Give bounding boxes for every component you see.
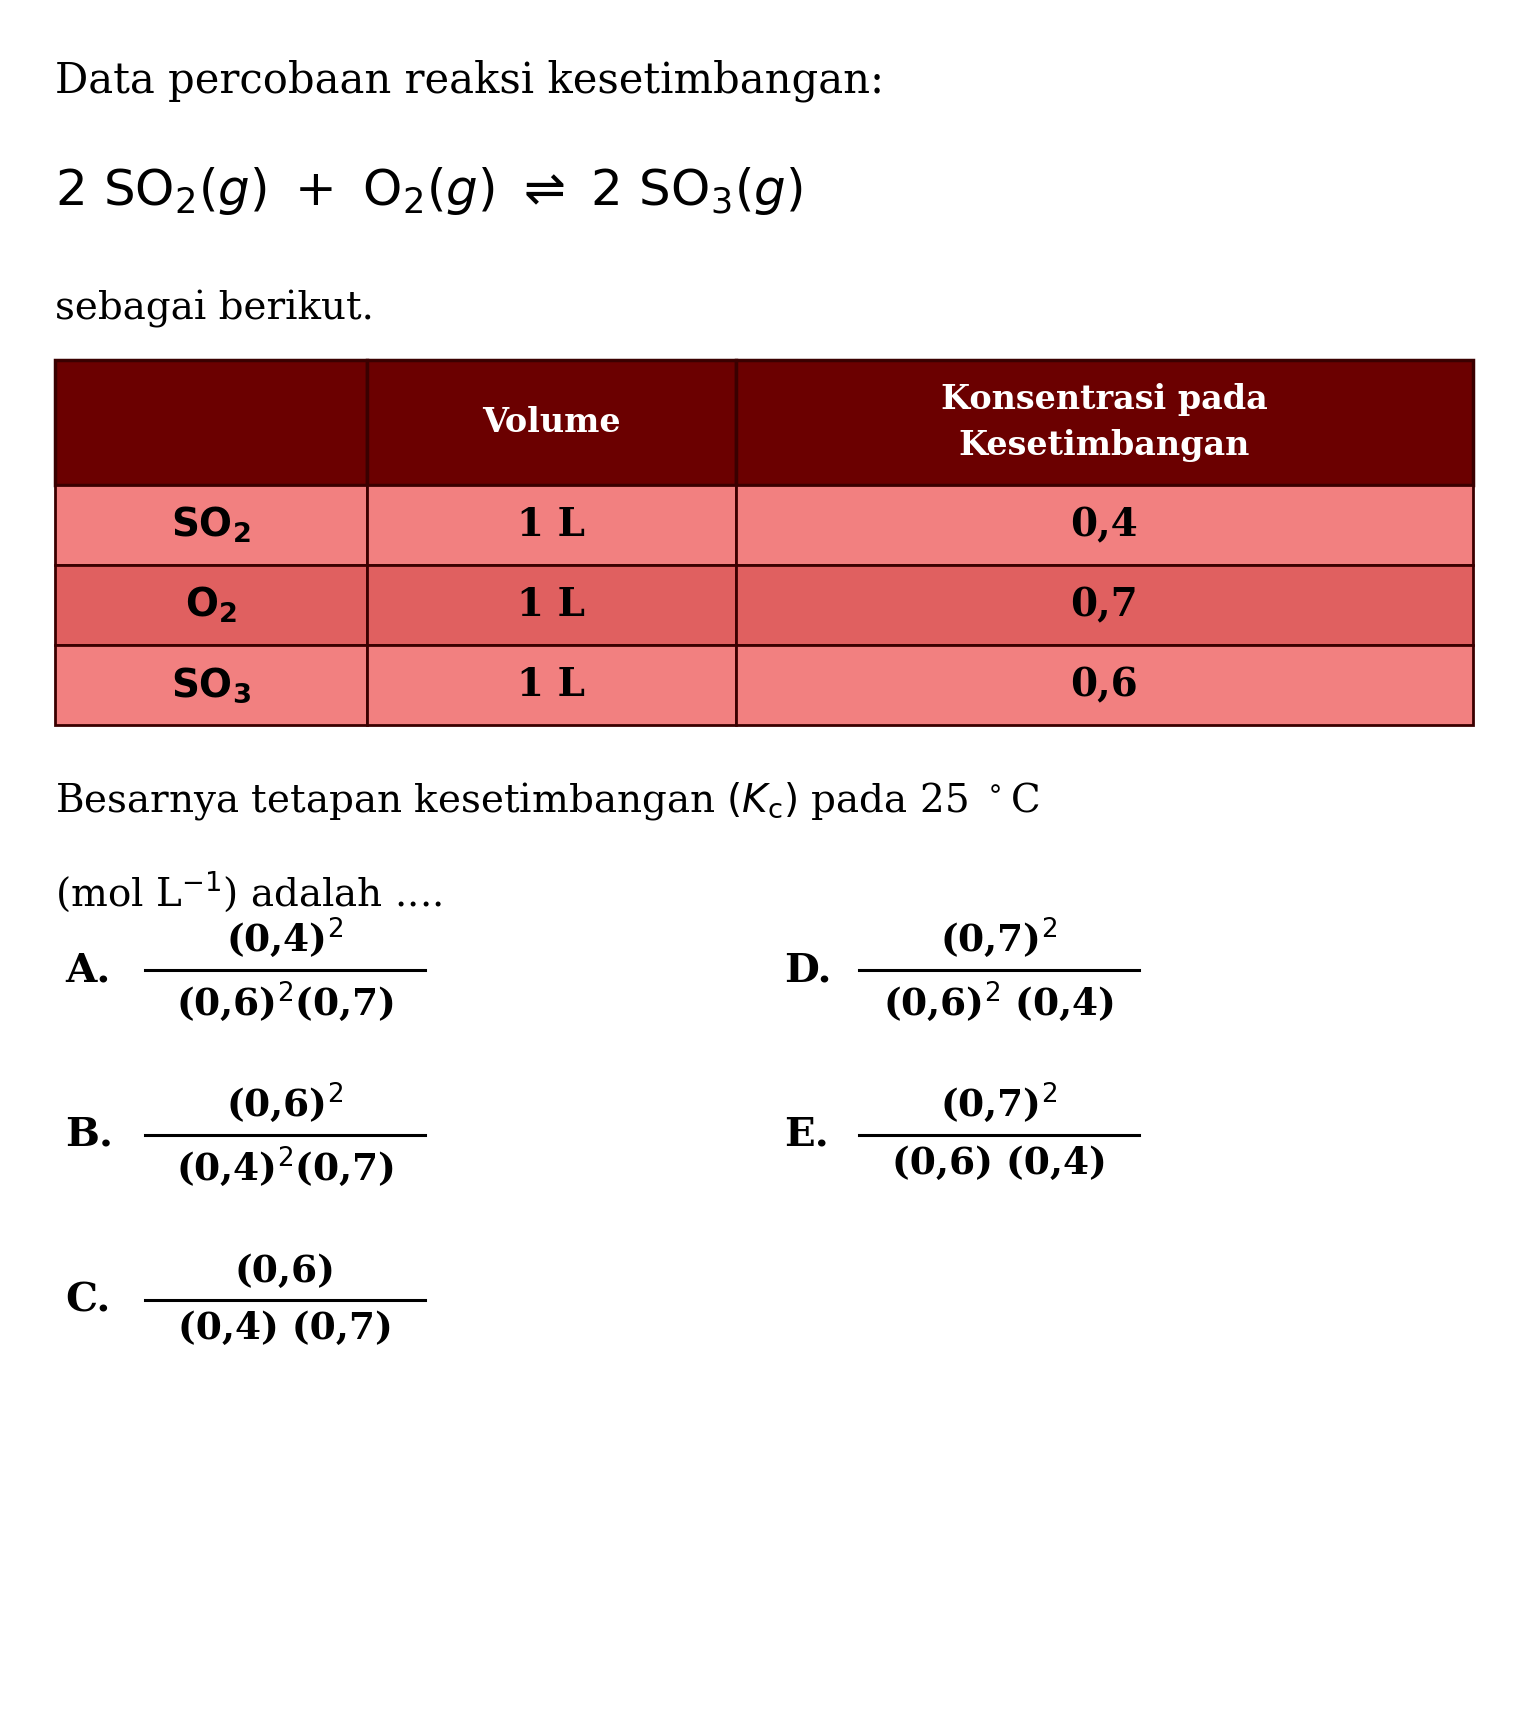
Text: (0,6)$^2$(0,7): (0,6)$^2$(0,7) [176,980,394,1023]
Text: 0,6: 0,6 [1071,667,1138,705]
Bar [55,484,367,565]
Bar [55,644,367,725]
Bar [367,360,735,484]
Text: 1 L: 1 L [518,586,585,624]
Text: E.: E. [784,1117,828,1154]
Bar [735,565,1473,644]
Bar [367,644,735,725]
Text: Volume: Volume [481,407,620,439]
Text: (0,4) (0,7): (0,4) (0,7) [177,1309,393,1347]
Text: D.: D. [784,951,831,989]
Text: (0,7)$^2$: (0,7)$^2$ [940,1080,1057,1125]
Bar [367,565,735,644]
Text: (0,4)$^2$: (0,4)$^2$ [226,917,344,960]
Text: (0,6)$^2$ (0,4): (0,6)$^2$ (0,4) [883,980,1114,1023]
Text: (0,4)$^2$(0,7): (0,4)$^2$(0,7) [176,1146,394,1189]
Text: $\mathbf{O_2}$: $\mathbf{O_2}$ [185,584,237,625]
Bar [55,565,367,644]
Text: (0,6) (0,4): (0,6) (0,4) [891,1146,1106,1182]
Bar [55,360,367,484]
Text: B.: B. [66,1117,113,1154]
Text: $\mathbf{SO_3}$: $\mathbf{SO_3}$ [171,665,251,705]
Text: (0,7)$^2$: (0,7)$^2$ [940,917,1057,960]
Bar [735,360,1473,484]
Text: 1 L: 1 L [518,667,585,705]
Text: Besarnya tetapan kesetimbangan $(K_\mathrm{c})$ pada 25 $^\circ$C: Besarnya tetapan kesetimbangan $(K_\math… [55,781,1039,822]
Text: 1 L: 1 L [518,507,585,544]
Text: 0,7: 0,7 [1071,586,1138,624]
Text: Data percobaan reaksi kesetimbangan:: Data percobaan reaksi kesetimbangan: [55,60,885,102]
Text: C.: C. [66,1280,110,1320]
Bar [735,484,1473,565]
Text: (mol L$^{-1}$) adalah ....: (mol L$^{-1}$) adalah .... [55,870,442,915]
Text: $2\ \mathrm{SO_2}(g)\ +\ \mathrm{O_2}(g)\ \rightleftharpoons\ 2\ \mathrm{SO_3}(g: $2\ \mathrm{SO_2}(g)\ +\ \mathrm{O_2}(g)… [55,165,802,217]
Text: 0,4: 0,4 [1071,507,1138,544]
Text: sebagai berikut.: sebagai berikut. [55,289,374,327]
Bar [367,484,735,565]
Text: $\mathbf{SO_2}$: $\mathbf{SO_2}$ [171,505,251,544]
Text: (0,6)$^2$: (0,6)$^2$ [226,1080,344,1125]
Text: Konsentrasi pada
Kesetimbangan: Konsentrasi pada Kesetimbangan [941,383,1268,462]
Text: (0,6): (0,6) [234,1253,336,1291]
Text: A.: A. [66,951,110,989]
Bar [735,644,1473,725]
